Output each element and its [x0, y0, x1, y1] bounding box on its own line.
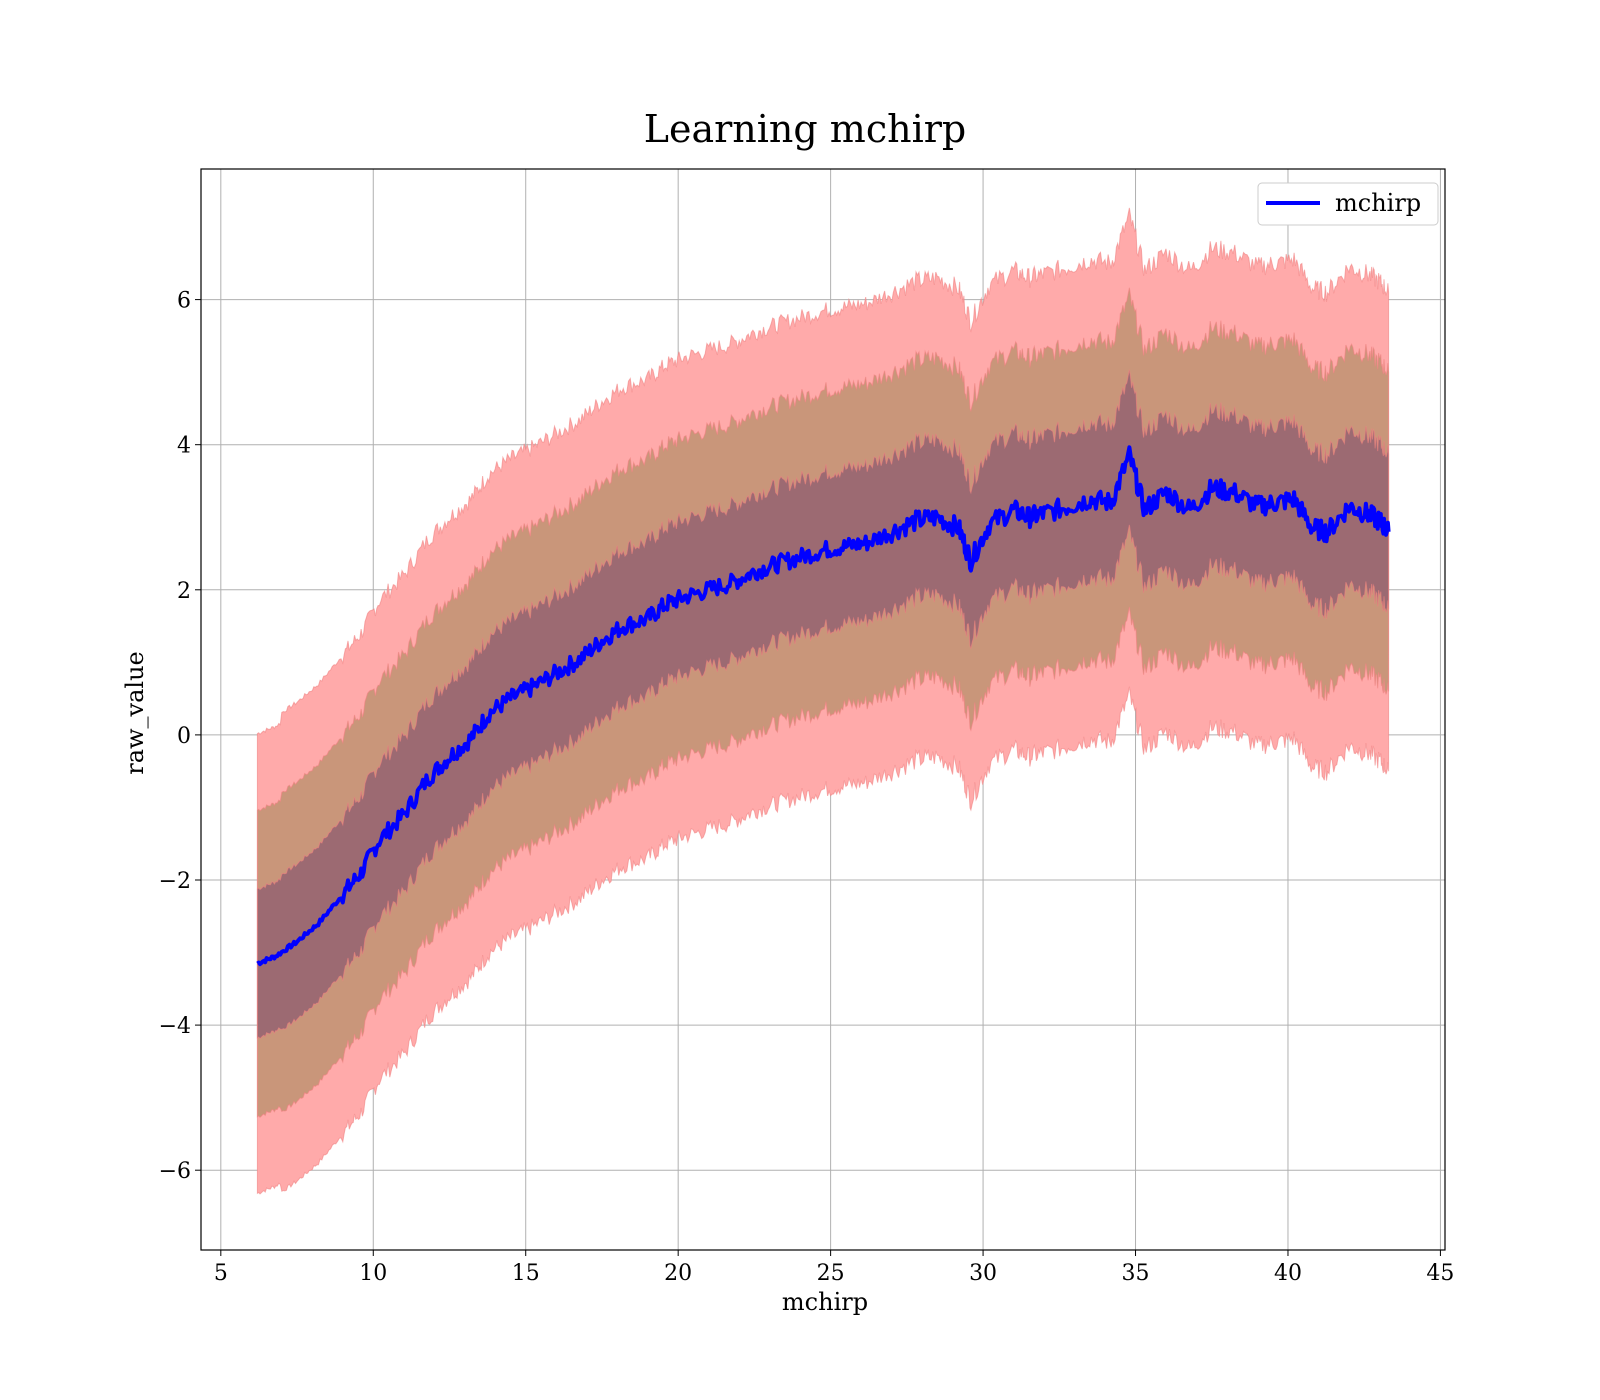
x-tick-label: 20 — [664, 1261, 692, 1286]
y-tick-label: 4 — [177, 434, 191, 459]
x-tick-label: 40 — [1274, 1261, 1302, 1286]
confidence-bands — [256, 207, 1390, 1195]
y-tick-label: 0 — [177, 724, 191, 749]
y-tick-label: −6 — [159, 1159, 191, 1184]
y-tick-label: 6 — [177, 289, 191, 314]
legend: mchirp — [1257, 182, 1439, 226]
chart-title: Learning mchirp — [644, 107, 966, 151]
y-tick-label: −2 — [159, 869, 191, 894]
legend-label-mchirp: mchirp — [1335, 189, 1421, 217]
x-tick-label: 45 — [1426, 1261, 1454, 1286]
x-axis: 5 10 15 20 25 30 35 40 45 — [214, 1250, 1454, 1286]
x-tick-label: 35 — [1122, 1261, 1150, 1286]
x-tick-label: 15 — [512, 1261, 540, 1286]
x-tick-label: 25 — [817, 1261, 845, 1286]
y-tick-label: 2 — [177, 579, 191, 604]
x-axis-label: mchirp — [782, 1288, 868, 1316]
series-line-mchirp — [256, 445, 1391, 967]
y-tick-label: −4 — [159, 1014, 191, 1039]
x-tick-label: 5 — [214, 1261, 228, 1286]
x-tick-label: 30 — [969, 1261, 997, 1286]
band-1-sigma — [256, 369, 1390, 1040]
x-tick-label: 10 — [359, 1261, 387, 1286]
y-axis-label: raw_value — [121, 651, 149, 775]
y-axis: −6 −4 −2 0 2 4 6 — [159, 289, 201, 1184]
plot-area — [200, 168, 1446, 1251]
plot-frame — [200, 168, 1446, 1251]
